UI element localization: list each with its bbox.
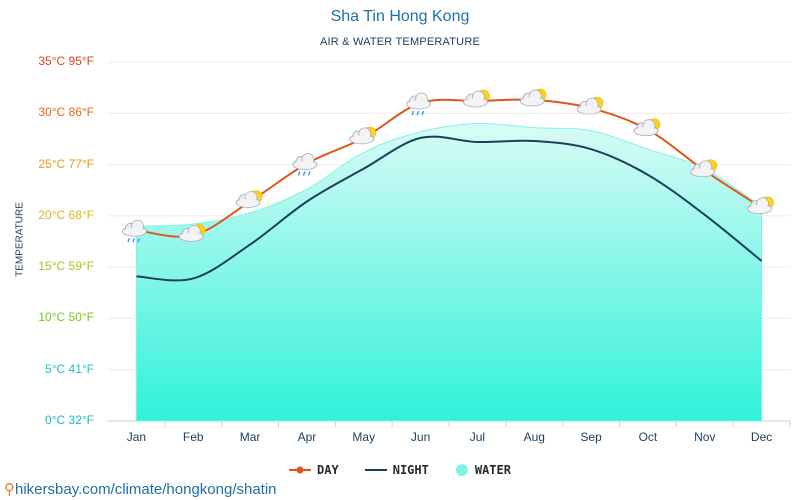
cloud-rain-icon [292, 153, 318, 176]
legend-item-night[interactable]: NIGHT [364, 463, 429, 477]
y-tick-label: 30°C 86°F [38, 105, 94, 120]
x-tick-label: Jul [470, 430, 485, 444]
cloud-sun-icon [178, 224, 206, 242]
legend-label-night: NIGHT [392, 463, 429, 477]
cloud-sun-icon [519, 88, 547, 107]
x-tick-label: Apr [298, 430, 317, 444]
x-tick-label: Nov [694, 430, 715, 444]
legend-item-day[interactable]: DAY [289, 463, 339, 477]
cloud-rain-icon [122, 219, 147, 243]
x-tick-label: Aug [524, 430, 545, 444]
source-link[interactable]: ⚲hikersbay.com/climate/hongkong/shatin [4, 480, 277, 498]
water-area [135, 122, 763, 422]
cloud-sun-icon [463, 89, 490, 108]
cloud-sun-icon [633, 118, 661, 137]
x-tick-label: Feb [183, 430, 204, 444]
legend: DAY NIGHT WATER [0, 463, 800, 477]
cloud-sun-icon [690, 159, 718, 178]
x-tick-label: Oct [639, 430, 658, 444]
x-tick-label: Mar [240, 430, 261, 444]
y-tick-label: 25°C 77°F [38, 156, 94, 171]
x-tick-label: Dec [751, 430, 772, 444]
cloud-rain-icon [406, 92, 431, 116]
y-tick-label: 10°C 50°F [38, 310, 94, 325]
x-tick-label: Jan [127, 430, 146, 444]
cloud-sun-icon [576, 96, 604, 115]
x-tick-label: Jun [411, 430, 430, 444]
y-tick-label: 0°C 32°F [45, 413, 94, 427]
legend-item-water[interactable]: WATER [455, 463, 511, 477]
location-pin-icon: ⚲ [4, 481, 15, 498]
y-tick-label: 15°C 59°F [38, 259, 94, 274]
source-text: hikersbay.com/climate/hongkong/shatin [15, 481, 277, 498]
legend-label-day: DAY [317, 463, 339, 477]
cloud-sun-icon [235, 190, 263, 208]
y-tick-label: 20°C 68°F [38, 207, 94, 222]
legend-label-water: WATER [474, 463, 511, 477]
y-tick-label: 35°C 95°F [38, 54, 94, 68]
chart-subtitle: AIR & WATER TEMPERATURE [319, 36, 481, 48]
y-tick-label: 5°C 41°F [45, 361, 94, 376]
cloud-sun-icon [747, 196, 774, 215]
night-line [136, 135, 763, 282]
cloud-sun-icon [349, 126, 377, 145]
chart-title: Sha Tin Hong Kong [330, 8, 470, 25]
x-tick-label: May [352, 430, 375, 444]
x-tick-label: Sep [580, 430, 602, 444]
